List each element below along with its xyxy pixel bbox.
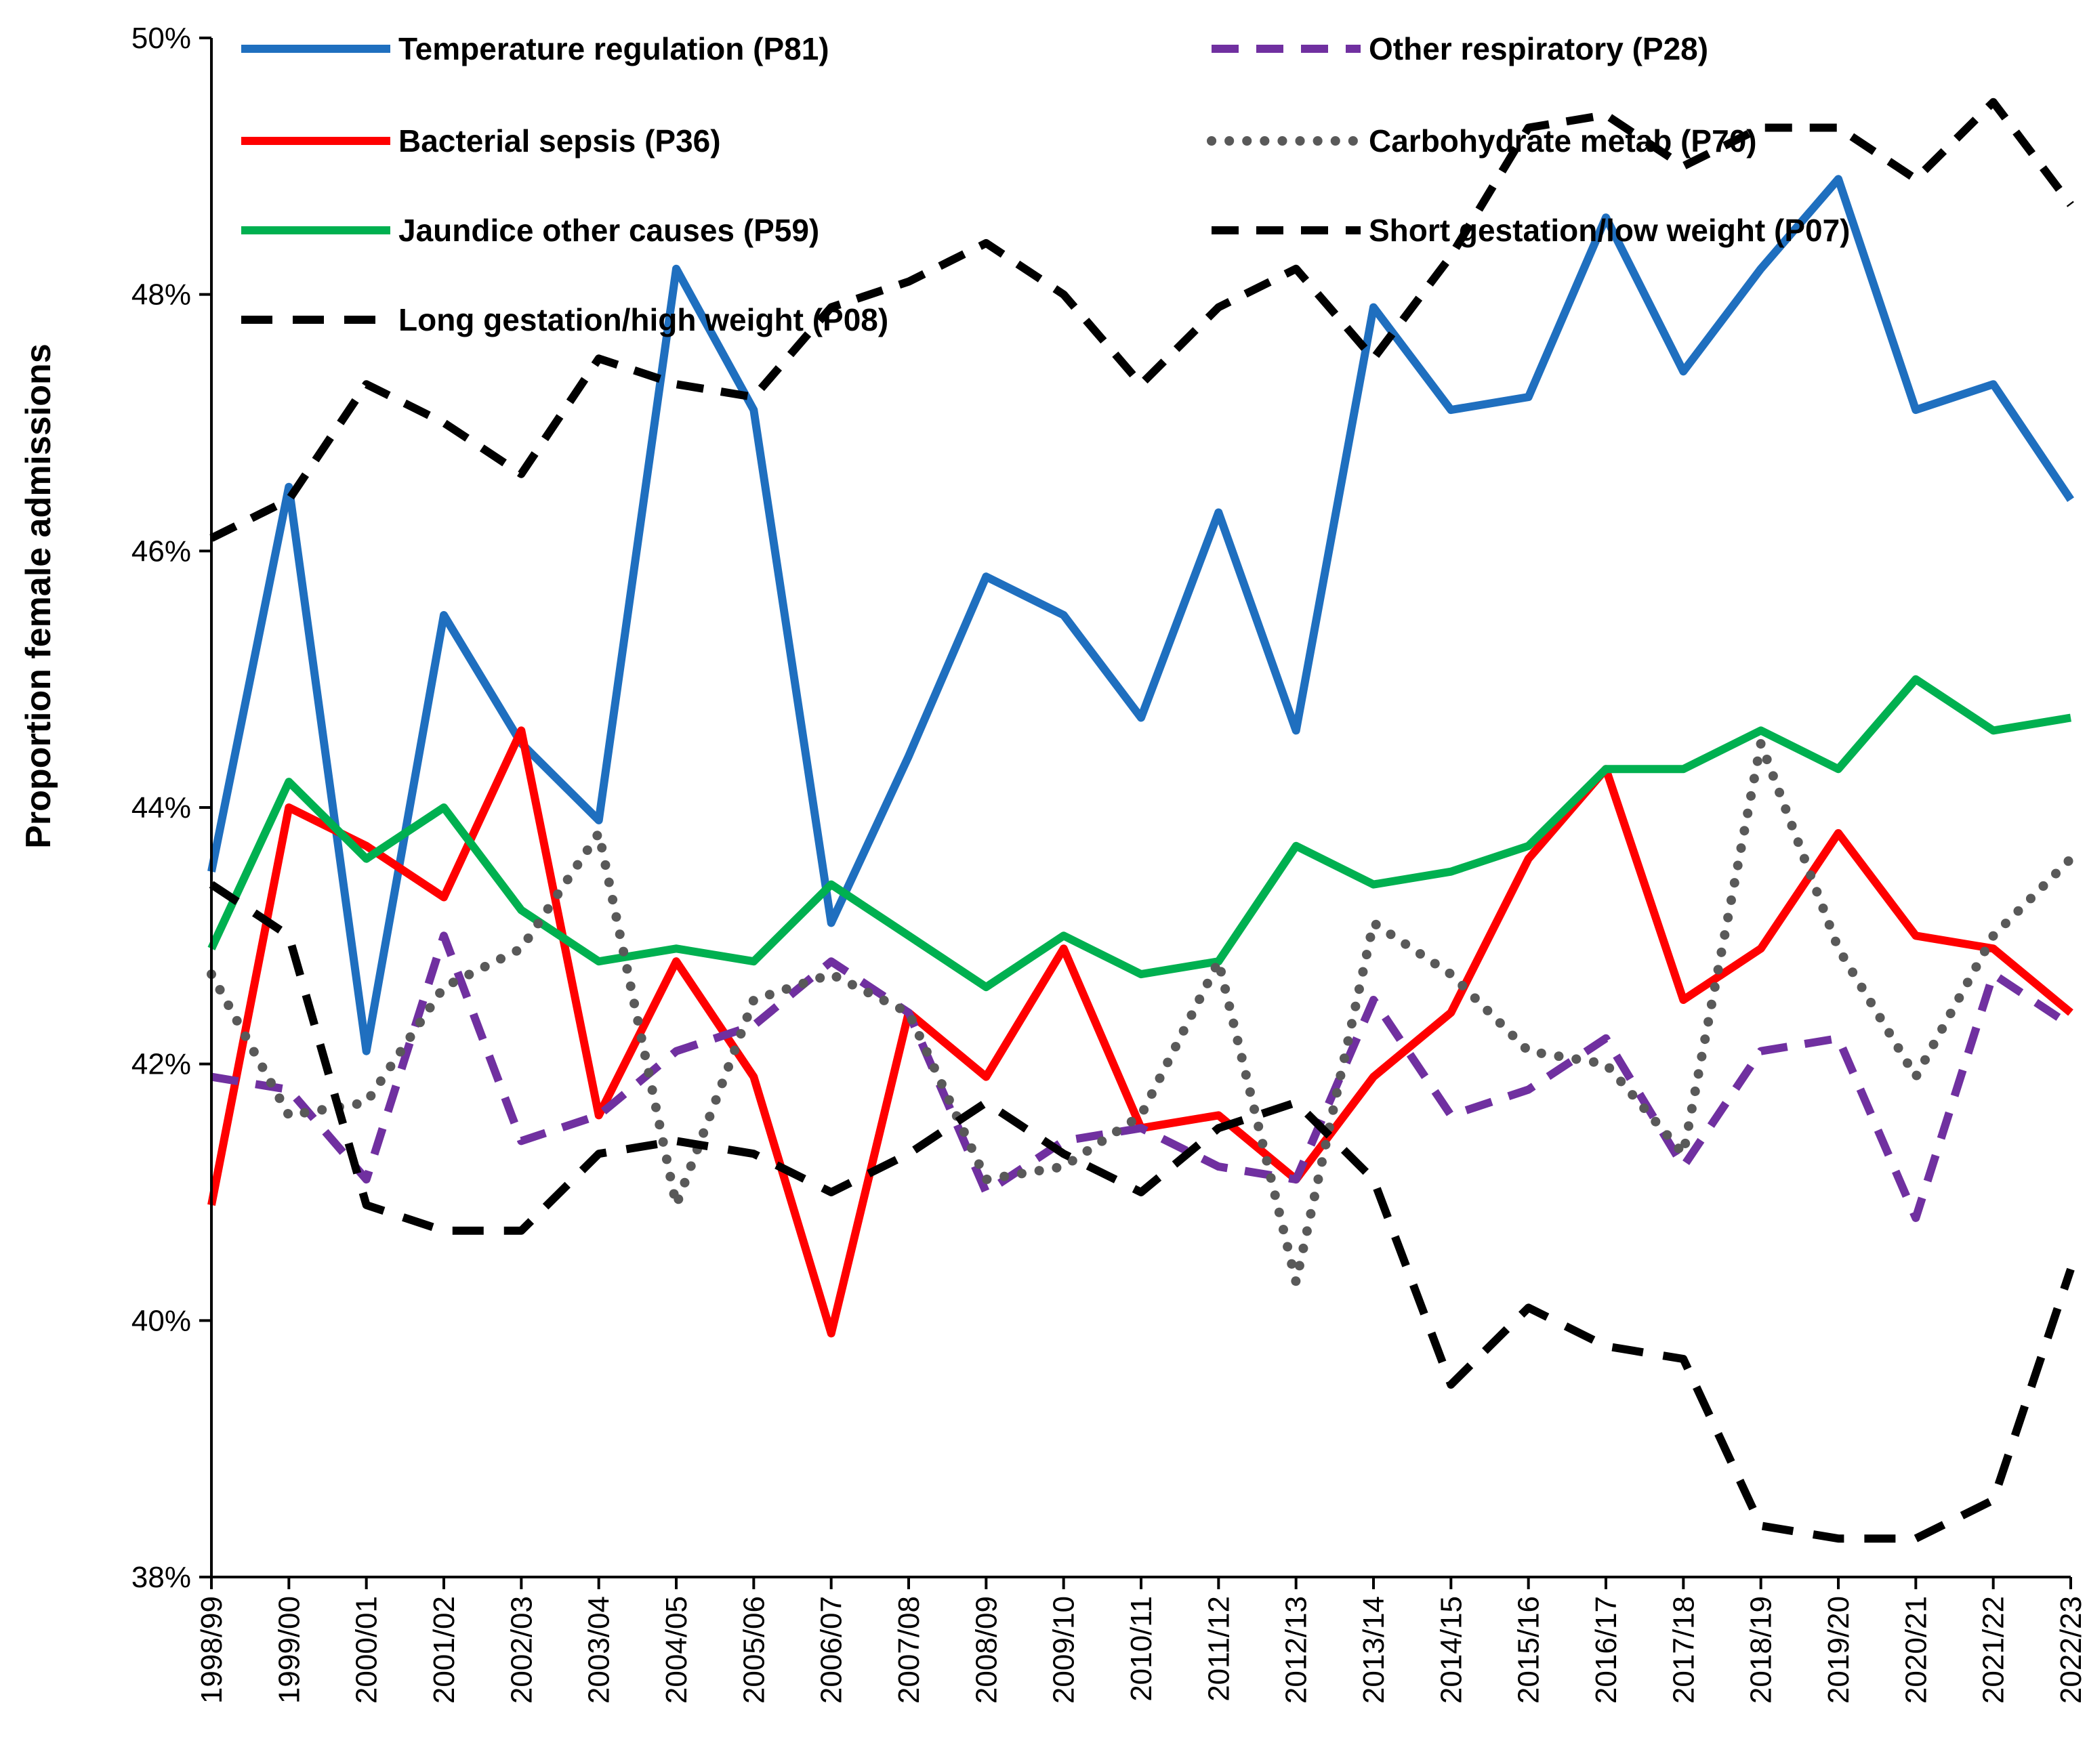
legend-label-5: Short gestation/low weight (P07) [1369,213,1850,248]
x-tick-label: 2000/01 [350,1596,384,1704]
series-line-6 [209,881,2075,1543]
x-tick-label: 2014/15 [1434,1596,1468,1704]
y-tick-label: 44% [131,791,191,824]
x-tick-label: 2001/02 [428,1596,461,1704]
x-tick-label: 2012/13 [1280,1596,1313,1704]
y-tick-label: 42% [131,1048,191,1081]
legend-label-2: Jaundice other causes (P59) [398,213,819,248]
x-tick-label: 2008/09 [970,1596,1003,1704]
y-tick-label: 38% [131,1561,191,1594]
x-tick-label: 2021/22 [1977,1596,2010,1704]
x-tick-label: 2004/05 [660,1596,693,1704]
x-tick-label: 2017/18 [1667,1596,1700,1704]
x-tick-label: 2013/14 [1357,1596,1390,1704]
series-line-2 [207,675,2071,992]
legend-label-3: Other respiratory (P28) [1369,31,1708,66]
x-tick-label: 2006/07 [815,1596,848,1704]
legend-label-6: Long gestation/high weight (P08) [398,302,888,337]
x-tick-label: 2022/23 [2054,1596,2087,1704]
x-tick-label: 1999/00 [272,1596,306,1704]
x-tick-label: 1998/99 [195,1596,228,1704]
y-tick-label: 48% [131,278,191,312]
x-tick-label: 2003/04 [583,1596,616,1704]
y-ticks: 38% 40% 42% 44% 46% 48% 50% [131,22,211,1594]
x-tick-label: 2007/08 [892,1596,926,1704]
y-tick-label: 40% [131,1304,191,1337]
axes [210,38,2071,1578]
x-tick-label: 2016/17 [1590,1596,1623,1704]
y-axis-title: Proportion female admissions [19,343,58,849]
legend-label-4: Carbohydrate metab (P70) [1369,123,1757,159]
series-line-5 [209,98,2074,542]
x-tick-label: 2020/21 [1899,1596,1933,1704]
x-tick-label: 2010/11 [1125,1596,1158,1702]
x-tick-label: 2019/20 [1822,1596,1855,1704]
x-tick-label: 2011/12 [1202,1596,1235,1702]
x-tick-label: 2009/10 [1048,1596,1081,1704]
x-tick-label: 2005/06 [737,1596,770,1704]
x-tick-label: 2002/03 [505,1596,538,1704]
series-line-3 [211,931,2073,1222]
x-tick-label: 2018/19 [1745,1596,1778,1704]
legend-label-0: Temperature regulation (P81) [398,31,829,66]
x-tick-label: 2015/16 [1512,1596,1546,1704]
series-line-4 [207,738,2075,1287]
legend: Temperature regulation (P81) Bacterial se… [241,31,1850,337]
y-tick-label: 50% [131,22,191,55]
legend-label-1: Bacterial sepsis (P36) [398,123,721,159]
x-ticks: 1998/99 1999/00 2000/01 2001/02 2002/03 2003/… [195,1577,2087,1704]
series-layer [207,98,2075,1543]
y-tick-label: 46% [131,534,191,568]
